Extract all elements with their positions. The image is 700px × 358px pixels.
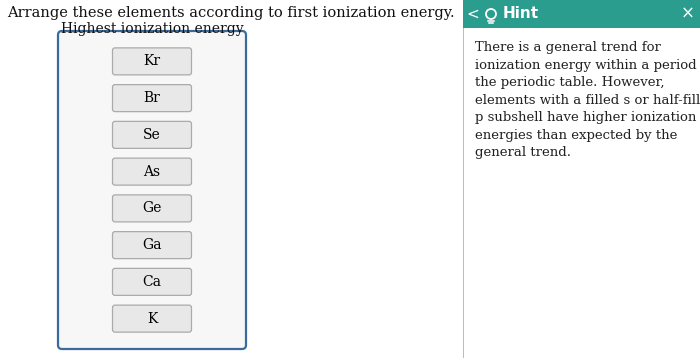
Text: Hint: Hint — [503, 6, 539, 21]
Text: energies than expected by the: energies than expected by the — [475, 129, 678, 141]
Text: There is a general trend for: There is a general trend for — [475, 41, 661, 54]
Text: Ca: Ca — [143, 275, 162, 289]
FancyBboxPatch shape — [113, 48, 192, 75]
FancyBboxPatch shape — [113, 305, 192, 332]
Text: Arrange these elements according to first ionization energy.: Arrange these elements according to firs… — [7, 6, 454, 20]
FancyBboxPatch shape — [113, 268, 192, 295]
Text: Ga: Ga — [142, 238, 162, 252]
FancyBboxPatch shape — [58, 31, 246, 349]
Text: ionization energy within a period of: ionization energy within a period of — [475, 58, 700, 72]
Text: Ge: Ge — [142, 201, 162, 216]
FancyBboxPatch shape — [113, 232, 192, 258]
Text: <: < — [467, 6, 480, 21]
Text: elements with a filled s or half-filled: elements with a filled s or half-filled — [475, 93, 700, 106]
Text: p subshell have higher ionization: p subshell have higher ionization — [475, 111, 696, 124]
FancyBboxPatch shape — [113, 121, 192, 148]
Text: Highest ionization energy: Highest ionization energy — [61, 22, 244, 36]
Text: As: As — [144, 165, 160, 179]
Bar — [463, 0, 700, 28]
Text: Se: Se — [143, 128, 161, 142]
Text: Kr: Kr — [144, 54, 160, 68]
Text: K: K — [147, 311, 158, 326]
FancyBboxPatch shape — [113, 158, 192, 185]
Text: the periodic table. However,: the periodic table. However, — [475, 76, 664, 89]
Text: Br: Br — [144, 91, 160, 105]
FancyBboxPatch shape — [113, 84, 192, 112]
Text: general trend.: general trend. — [475, 146, 571, 159]
Text: ×: × — [681, 5, 695, 23]
FancyBboxPatch shape — [113, 195, 192, 222]
